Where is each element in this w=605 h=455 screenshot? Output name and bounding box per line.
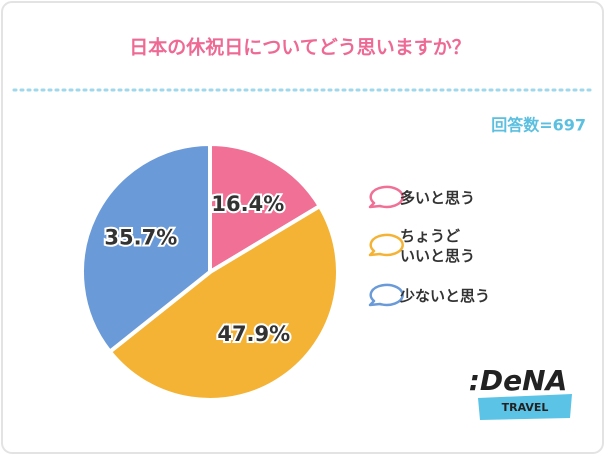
logo-sub: TRAVEL: [502, 401, 549, 414]
annotation: 回答数=697: [491, 116, 586, 135]
pie-slice: [107, 204, 340, 402]
legend-icon: [368, 185, 404, 209]
pie-slice: [80, 142, 212, 354]
legend-icon: [368, 233, 404, 257]
logo-name: :DeNA: [469, 364, 568, 397]
value-label: 47.9%: [217, 322, 290, 346]
chart-title: 日本の休祝日についてどう思いますか？: [129, 36, 470, 59]
legend-label: 多いと思う: [400, 189, 476, 207]
value-label: 35.7%: [104, 226, 177, 250]
value-label: 16.4%: [211, 192, 284, 216]
logo-tag: [478, 394, 572, 420]
legend-label: 少ないと思う: [400, 287, 491, 305]
legend-icon: [368, 283, 404, 307]
legend-label: ちょうど いいと思う: [400, 227, 476, 265]
pie-slice: [208, 142, 322, 274]
